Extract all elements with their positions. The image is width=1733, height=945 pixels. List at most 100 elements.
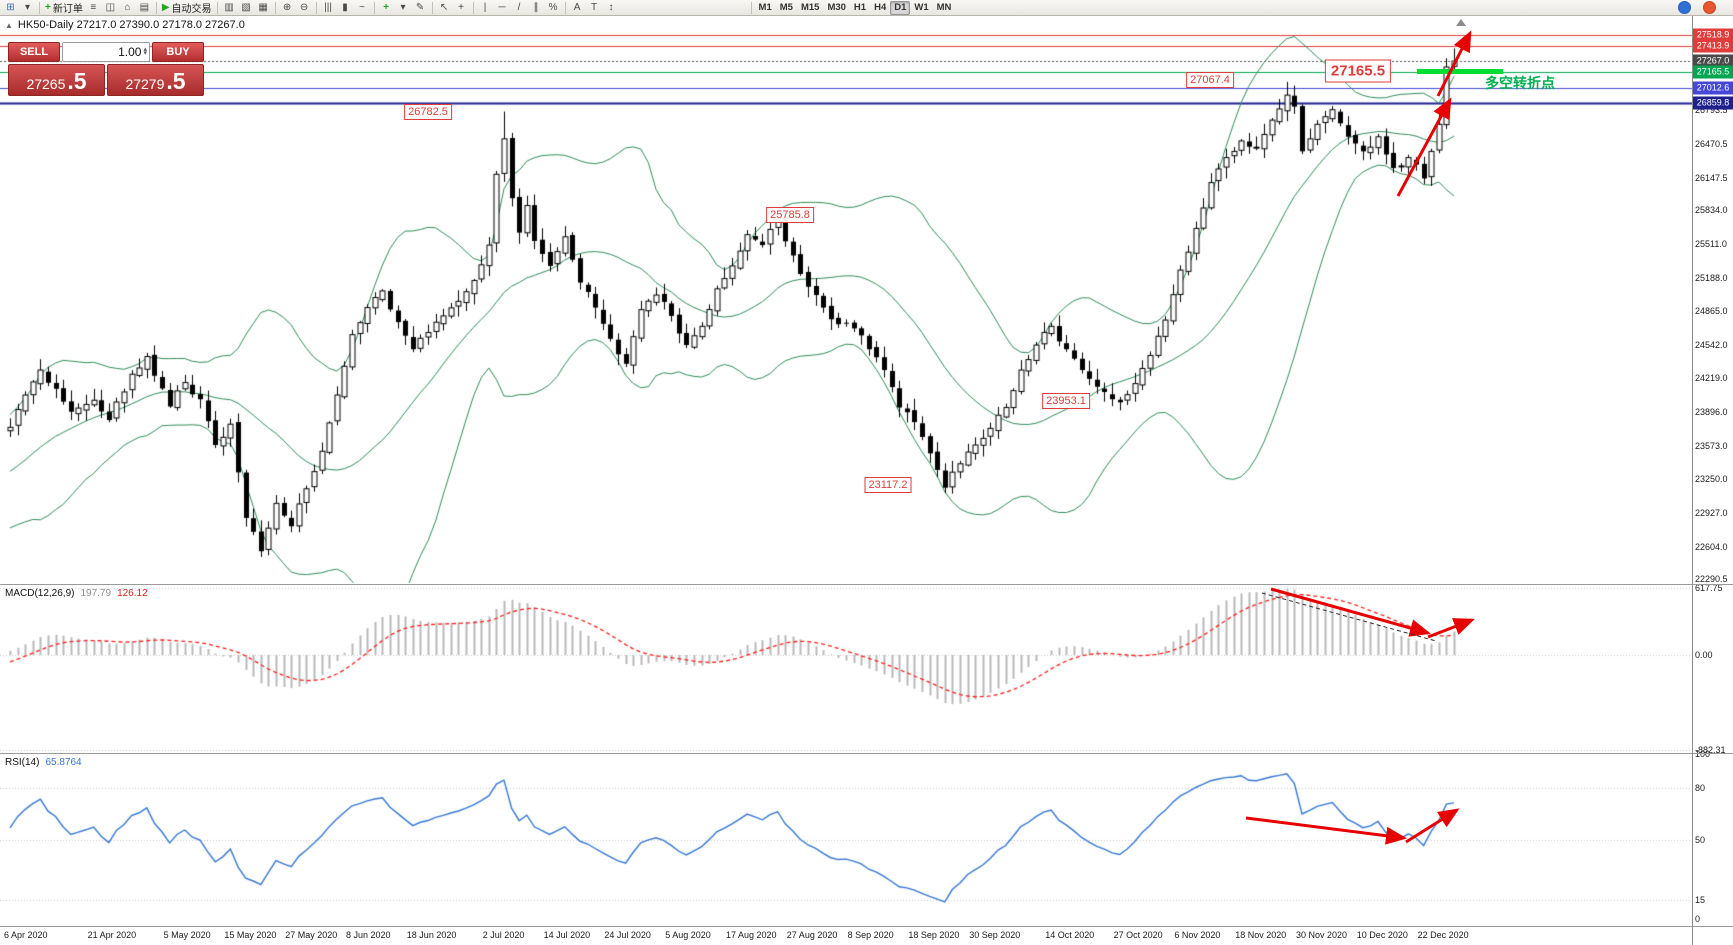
timeframe-w1-button[interactable]: W1 — [914, 2, 929, 13]
bid-price-main: 27265 — [26, 76, 66, 92]
one-click-collapse-icon[interactable]: ▲ — [5, 20, 13, 30]
timeframe-m30-button[interactable]: M30 — [827, 2, 846, 13]
timeframe-mn-button[interactable]: MN — [936, 2, 952, 13]
bar-chart-icon: ||| — [324, 2, 332, 13]
channel-icon: ∥ — [533, 2, 539, 13]
sell-button[interactable]: SELL — [8, 42, 60, 62]
toolbar-separator — [373, 1, 375, 14]
toolbar-separator — [39, 1, 40, 14]
ask-price-fraction: .5 — [166, 68, 186, 94]
main-toolbar: ⊞ ▾ + 新订单 ≡ ◫ ⌂ ▤ ▶ 自动交易 ▥ ▧ ▦ ⊕ ⊖ ||| ▮ ~ + ▾ ✎ ↖ + | ─ / ∥% A T ↕ M1… — [0, 0, 1733, 16]
timeframe-m5-button[interactable]: M5 — [779, 2, 793, 13]
new-chart-icon: ⊞ — [6, 2, 15, 13]
new-order-icon: + — [45, 2, 51, 13]
new-order-button[interactable]: + 新订单 — [43, 1, 85, 15]
candlestick-chart-button[interactable]: ▮ — [337, 1, 354, 15]
trendline-button[interactable]: / — [511, 1, 528, 15]
arrange-windows-icon: ▦ — [258, 2, 268, 13]
autotrading-button[interactable]: ▶ 自动交易 — [160, 1, 214, 15]
terminal-button[interactable]: ▤ — [136, 1, 153, 15]
terminal-icon: ▤ — [139, 2, 150, 13]
toolbar-separator — [155, 1, 157, 14]
bid-quote-button[interactable]: 27265 .5 — [8, 64, 105, 96]
volume-box: ▴ ▾ — [62, 42, 150, 62]
arrow-tools-button[interactable]: ↕ — [603, 1, 620, 15]
text-icon: A — [573, 2, 581, 13]
fibonacci-button[interactable]: % — [545, 1, 562, 15]
volume-spinner[interactable]: ▴ ▾ — [143, 45, 147, 57]
cursor-icon: ↖ — [439, 2, 449, 13]
ask-quote-button[interactable]: 27279 .5 — [107, 64, 204, 96]
timeframe-m1-button[interactable]: M1 — [758, 2, 772, 13]
arrange-windows-button[interactable]: ▦ — [255, 1, 272, 15]
cascade-windows-button[interactable]: ▧ — [238, 1, 255, 15]
vertical-line-button[interactable]: | — [477, 1, 494, 15]
macd-name: MACD(12,26,9) — [5, 588, 75, 599]
timeframe-h1-button[interactable]: H1 — [853, 2, 867, 13]
one-click-trading-panel: SELL ▴ ▾ BUY 27265 .5 27279 .5 — [8, 42, 204, 96]
zoom-out-button[interactable]: ⊖ — [296, 1, 313, 15]
volume-down-icon[interactable]: ▾ — [143, 50, 147, 57]
zoom-out-icon: ⊖ — [299, 2, 309, 13]
timeframe-h4-button[interactable]: H4 — [874, 2, 887, 13]
macd-panel-separator[interactable] — [0, 584, 1733, 585]
autotrading-label: 自动交易 — [171, 4, 212, 15]
horizontal-line-button[interactable]: ─ — [494, 1, 511, 15]
chart-shift-marker[interactable] — [1456, 19, 1466, 26]
line-chart-button[interactable]: ~ — [354, 1, 371, 15]
data-window-button[interactable]: ◫ — [102, 1, 119, 15]
volume-input[interactable] — [89, 45, 142, 59]
tile-windows-icon: ▥ — [224, 2, 234, 13]
toolbar-separator — [564, 1, 566, 14]
overlay-red-badge[interactable] — [1703, 1, 1716, 14]
profiles-button[interactable]: ▾ — [19, 1, 36, 15]
toolbar-separator — [472, 1, 474, 14]
ask-price-main: 27279 — [125, 76, 165, 92]
volume-up-icon[interactable]: ▴ — [143, 45, 147, 53]
periods-icon: ▾ — [400, 2, 406, 13]
tile-windows-button[interactable]: ▥ — [221, 1, 238, 15]
macd-value-main: 197.79 — [80, 588, 112, 599]
navigator-button[interactable]: ⌂ — [119, 1, 136, 15]
price-axis-separator — [1692, 16, 1693, 945]
cursor-button[interactable]: ↖ — [436, 1, 453, 15]
periods-button[interactable]: ▾ — [395, 1, 412, 15]
vertical-line-icon: | — [483, 2, 487, 13]
crosshair-icon: + — [458, 2, 464, 13]
channel-button[interactable]: ∥ — [528, 1, 545, 15]
buy-button[interactable]: BUY — [152, 42, 204, 62]
toolbar-separator — [431, 1, 433, 14]
toolbar-separator — [315, 1, 317, 14]
time-axis-separator — [0, 926, 1733, 927]
autotrading-icon: ▶ — [161, 2, 170, 13]
text-button[interactable]: A — [569, 1, 586, 15]
rsi-panel-separator[interactable] — [0, 753, 1733, 754]
indicators-button[interactable]: + — [378, 1, 395, 15]
overlay-blue-badge[interactable] — [1678, 1, 1691, 14]
zoom-in-icon: ⊕ — [282, 2, 292, 13]
toolbar-separator — [216, 1, 218, 14]
new-order-label: 新订单 — [52, 4, 83, 15]
new-chart-button[interactable]: ⊞ — [2, 1, 19, 15]
arrow-tools-icon: ↕ — [608, 2, 614, 13]
bid-price-fraction: .5 — [67, 68, 87, 94]
templates-icon: ✎ — [415, 2, 425, 13]
timeframe-m15-button[interactable]: M15 — [800, 2, 820, 13]
market-watch-button[interactable]: ≡ — [85, 1, 102, 15]
timeframe-d1-button[interactable]: D1 — [890, 0, 911, 15]
chart-symbol-info: ▲ HK50-Daily 27217.0 27390.0 27178.0 272… — [5, 19, 245, 31]
crosshair-button[interactable]: + — [453, 1, 470, 15]
rsi-indicator-label: RSI(14) 65.8764 — [5, 757, 82, 768]
toolbar-separator — [750, 1, 752, 14]
candlestick-chart-icon: ▮ — [342, 2, 348, 13]
toolbar-separator — [274, 1, 276, 14]
fibonacci-icon: % — [548, 2, 558, 13]
bar-chart-button[interactable]: ||| — [320, 1, 337, 15]
text-label-button[interactable]: T — [586, 1, 603, 15]
market-watch-icon: ≡ — [90, 2, 97, 13]
zoom-in-button[interactable]: ⊕ — [279, 1, 296, 15]
templates-button[interactable]: ✎ — [412, 1, 429, 15]
line-chart-icon: ~ — [359, 2, 365, 13]
